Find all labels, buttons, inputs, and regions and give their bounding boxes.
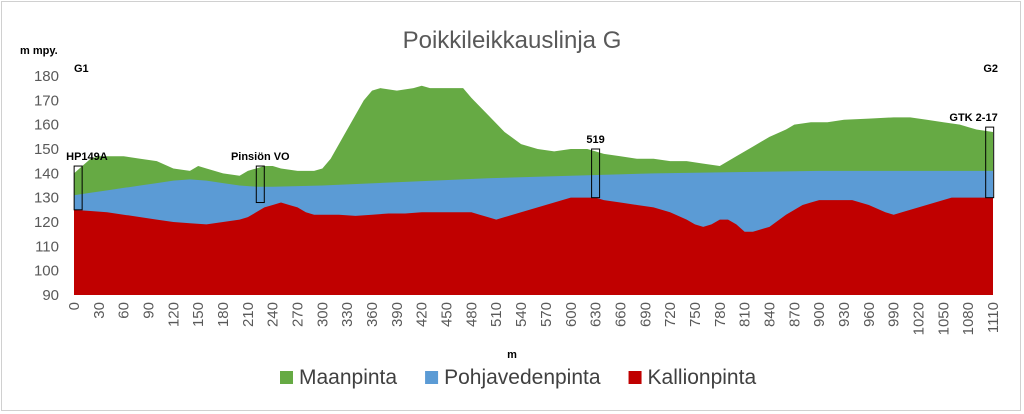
legend-swatch: [280, 371, 293, 384]
area-layers: [74, 85, 993, 295]
x-tick-label: 660: [612, 302, 629, 327]
y-axis-label: m mpy.: [20, 45, 58, 57]
x-tick-label: 600: [563, 302, 580, 327]
borehole-label: HP149A: [66, 151, 108, 163]
x-tick-label: 540: [513, 302, 530, 327]
x-tick-label: 750: [687, 302, 704, 327]
x-axis-label: m: [507, 349, 517, 361]
x-tick-label: 390: [389, 302, 406, 327]
legend: Maanpinta Pohjavedenpinta Kallionpinta: [280, 366, 756, 389]
x-tick-label: 30: [91, 302, 108, 319]
x-axis-ticks: 0 30 60 90 120 150 180 210 240 270 300 330 360 390 420…: [66, 302, 1002, 335]
y-tick-label: 100: [34, 263, 59, 280]
y-tick-label: 130: [34, 190, 59, 207]
x-tick-label: 1110: [985, 302, 1002, 333]
y-tick-label: 150: [34, 141, 59, 158]
x-tick-label: 900: [811, 302, 828, 327]
x-tick-label: 270: [290, 302, 307, 327]
x-tick-label: 780: [712, 302, 729, 327]
x-tick-label: 990: [886, 302, 903, 327]
x-tick-label: 870: [786, 302, 803, 327]
legend-label: Pohjavedenpinta: [444, 366, 601, 389]
borehole-marker: [985, 126, 995, 199]
borehole-marker: [255, 165, 265, 204]
x-tick-label: 960: [861, 302, 878, 327]
legend-label: Kallionpinta: [648, 366, 757, 389]
x-tick-label: 840: [761, 302, 778, 327]
area-series-3: [74, 197, 993, 295]
x-tick-label: 1020: [910, 302, 927, 335]
x-tick-label: 120: [165, 302, 182, 327]
x-tick-label: 810: [737, 302, 754, 327]
y-tick-label: 120: [34, 214, 59, 231]
x-tick-label: 570: [538, 302, 555, 327]
legend-label: Maanpinta: [299, 366, 397, 389]
chart-title: Poikkileikkauslinja G: [403, 27, 622, 54]
y-tick-label: 90: [42, 287, 59, 304]
legend-swatch: [628, 371, 642, 384]
x-tick-label: 930: [836, 302, 853, 327]
end-label: G2: [983, 63, 998, 75]
x-tick-label: 300: [314, 302, 331, 327]
x-tick-label: 510: [488, 302, 505, 327]
borehole-label: 519: [586, 134, 604, 146]
x-tick-label: 210: [240, 302, 257, 327]
x-tick-label: 630: [588, 302, 605, 327]
x-tick-label: 420: [414, 302, 431, 327]
x-tick-label: 330: [339, 302, 356, 327]
borehole-marker: [591, 148, 601, 199]
y-tick-label: 160: [34, 117, 59, 134]
legend-swatch: [425, 371, 439, 384]
borehole-label: Pinsiön VO: [231, 151, 290, 163]
x-tick-label: 450: [439, 302, 456, 327]
y-tick-label: 180: [34, 68, 59, 85]
x-tick-label: 480: [463, 302, 480, 327]
borehole-label: GTK 2-17: [949, 112, 997, 124]
y-axis-ticks: 90 100 110 120 130 140 150 160 170 180: [34, 68, 59, 304]
y-tick-label: 170: [34, 92, 59, 109]
x-tick-label: 150: [190, 302, 207, 327]
x-tick-label: 1050: [935, 302, 952, 335]
x-tick-label: 360: [364, 302, 381, 327]
x-tick-label: 690: [637, 302, 654, 327]
borehole-annotations: G1 G2 HP149A Pinsiön VO 519 GTK 2-17: [66, 63, 998, 211]
x-tick-label: 240: [265, 302, 282, 327]
x-tick-label: 1080: [960, 302, 977, 335]
y-tick-label: 140: [34, 165, 59, 182]
x-tick-label: 0: [66, 302, 83, 310]
end-label: G1: [74, 63, 89, 75]
x-tick-label: 720: [662, 302, 679, 327]
x-tick-label: 90: [141, 302, 158, 319]
x-tick-label: 180: [215, 302, 232, 327]
borehole-marker: [73, 165, 83, 211]
y-tick-label: 110: [35, 238, 59, 255]
x-tick-label: 60: [116, 302, 133, 319]
